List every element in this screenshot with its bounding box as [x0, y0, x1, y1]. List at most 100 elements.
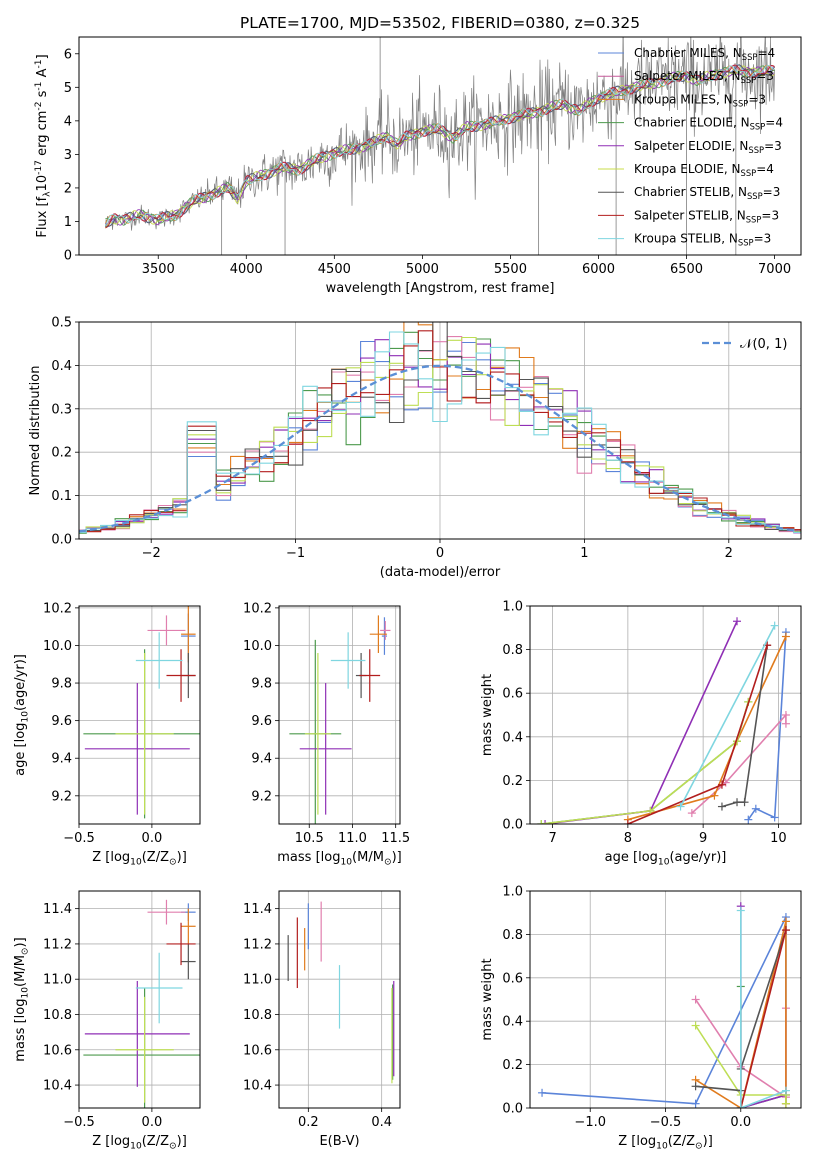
- spectrum-data: [105, 37, 775, 231]
- y-tick-label: 0.3: [51, 402, 72, 417]
- y-tick-label: 0.0: [51, 533, 72, 548]
- y-tick-label: 0.1: [51, 489, 72, 504]
- y-tick-label: 10.2: [43, 601, 72, 616]
- y-tick-label: 10.4: [243, 1079, 272, 1094]
- error-bar-point: [181, 908, 196, 944]
- y-tick-label: 0.2: [502, 774, 523, 789]
- x-axis-label: Z [log10(Z/Z⊙)]: [92, 1134, 187, 1151]
- error-bar-point: [84, 683, 190, 815]
- y-tick-label: 10.0: [43, 639, 72, 654]
- weight-marker: [781, 1086, 790, 1095]
- weight-marker: [676, 802, 685, 811]
- weight-series-line: [679, 625, 776, 807]
- model-line: [105, 64, 775, 229]
- error-bar-point: [115, 652, 174, 815]
- axes-frame: [78, 890, 201, 1109]
- x-tick-label: −1.0: [574, 1115, 606, 1130]
- weight-marker: [733, 798, 742, 807]
- y-tick-label: 11.4: [243, 902, 272, 917]
- x-tick-label: 10: [770, 831, 787, 846]
- error-bar-point: [166, 649, 196, 702]
- y-tick-label: 3: [64, 148, 72, 163]
- chart-weight_vs_age: 7 8 9 10 0.0 0.2 0.4 0.6 0.8 1.0 age [log10(age/yr…: [480, 600, 802, 867]
- y-tick-label: 0.5: [51, 316, 72, 331]
- chart-title: PLATE=1700, MJD=53502, FIBERID=0380, z=0…: [240, 14, 640, 32]
- x-tick-label: 11.5: [381, 831, 410, 846]
- legend-label: Salpeter MILES, NSSP=3: [634, 69, 774, 85]
- weight-marker: [736, 1104, 745, 1108]
- weight-marker: [781, 1099, 790, 1108]
- plot-area: [289, 615, 391, 824]
- weight-marker: [691, 1082, 700, 1091]
- y-tick-label: 9.2: [251, 789, 272, 804]
- x-tick-label: 7000: [758, 262, 791, 277]
- legend-label: Salpeter STELIB, NSSP=3: [634, 208, 779, 224]
- plot-area: [79, 322, 801, 534]
- x-tick-label: 6000: [582, 262, 615, 277]
- chart-mass_vs_ebv: 0.2 0.4 10.4 10.6 10.8 11.0 11.2 11.4 E(B-V): [243, 890, 401, 1149]
- x-tick-label: −2: [142, 546, 161, 561]
- weight-marker: [781, 632, 790, 641]
- chart-residuals: −2 −1 0 1 2 0.0 0.1 0.2 0.3 0.4 0.5 (data-model)/er…: [28, 316, 802, 580]
- model-line: [105, 65, 775, 226]
- y-tick-label: 1: [64, 215, 72, 230]
- x-tick-label: −1: [286, 546, 305, 561]
- x-axis-label: E(B-V): [319, 1134, 359, 1149]
- y-axis-label: mass [log10(M/M⊙)]: [13, 937, 30, 1061]
- y-tick-label: 0.2: [502, 1058, 523, 1073]
- error-bar-point: [381, 617, 388, 655]
- weight-marker: [717, 802, 726, 811]
- error-bar-point: [330, 632, 366, 689]
- y-tick-label: 0.6: [502, 687, 523, 702]
- x-axis-label: wavelength [Angstrom, rest frame]: [326, 281, 555, 296]
- weight-series-line: [541, 701, 750, 824]
- weight-series-line: [545, 620, 738, 824]
- legend-label: Chabrier MILES, NSSP=4: [634, 46, 775, 62]
- x-tick-label: 5500: [494, 262, 527, 277]
- y-tick-label: 0: [64, 249, 72, 264]
- x-tick-label: −0.5: [63, 1115, 95, 1130]
- error-bar-point: [380, 621, 391, 640]
- chart-spectrum: PLATE=1700, MJD=53502, FIBERID=0380, z=0…: [34, 14, 802, 296]
- y-axis-label: age [log10(age/yr)]: [13, 654, 30, 776]
- plot-area: [537, 617, 790, 824]
- chart-age_vs_Z: −0.5 0.0 9.2 9.4 9.6 9.8 10.0 10.2 Z [log10(Z/Z⊙…: [13, 601, 201, 867]
- x-tick-label: 0.4: [371, 1115, 392, 1130]
- x-tick-label: 0.0: [142, 831, 163, 846]
- y-tick-label: 0.8: [502, 643, 523, 658]
- chart-weight_vs_Z: −1.0 −0.5 0.0 0.0 0.2 0.4 0.6 0.8 1.0 Z [log10(Z/…: [480, 885, 802, 1151]
- x-tick-label: 0.0: [730, 1115, 751, 1130]
- weight-series-line: [694, 1025, 787, 1104]
- y-tick-label: 0.6: [502, 971, 523, 986]
- plot-area: [538, 902, 790, 1108]
- x-tick-label: 4500: [318, 262, 351, 277]
- weight-series-line: [740, 910, 787, 1108]
- y-tick-label: 0.4: [502, 730, 523, 745]
- y-tick-label: 11.0: [43, 973, 72, 988]
- y-axis-label: Flux [fλ10-17 erg cm-2 s-1 A-1]: [34, 54, 52, 237]
- y-tick-label: 0.0: [502, 1102, 523, 1117]
- y-tick-label: 2: [64, 181, 72, 196]
- weight-marker: [770, 813, 779, 822]
- x-tick-label: 5000: [406, 262, 439, 277]
- weight-marker: [687, 809, 696, 818]
- error-bar-point: [135, 952, 183, 1024]
- legend-label: Kroupa MILES, NSSP=3: [634, 92, 766, 108]
- y-axis-label: mass weight: [480, 958, 495, 1040]
- chart-age_vs_mass: 10.5 11.0 11.5 9.2 9.4 9.6 9.8 10.0 10.2 mass [lo…: [243, 601, 410, 867]
- axes-frame: [529, 605, 802, 825]
- weight-marker: [691, 1099, 700, 1108]
- weight-series-line: [627, 636, 787, 821]
- y-tick-label: 9.8: [51, 677, 72, 692]
- legend: Chabrier MILES, NSSP=4 Salpeter MILES, NS…: [598, 46, 783, 248]
- weight-marker: [751, 804, 760, 813]
- weight-marker: [541, 820, 550, 824]
- axes-frame: [278, 605, 401, 825]
- axes-frame: [78, 36, 802, 256]
- x-tick-label: −0.5: [650, 1115, 682, 1130]
- weight-series-line: [541, 701, 750, 824]
- weight-marker: [646, 806, 655, 815]
- chart-mass_vs_Z: −0.5 0.0 10.4 10.6 10.8 11.0 11.2 11.4 Z [log10(…: [13, 890, 201, 1151]
- weight-marker: [623, 820, 632, 824]
- y-tick-label: 4: [64, 114, 72, 129]
